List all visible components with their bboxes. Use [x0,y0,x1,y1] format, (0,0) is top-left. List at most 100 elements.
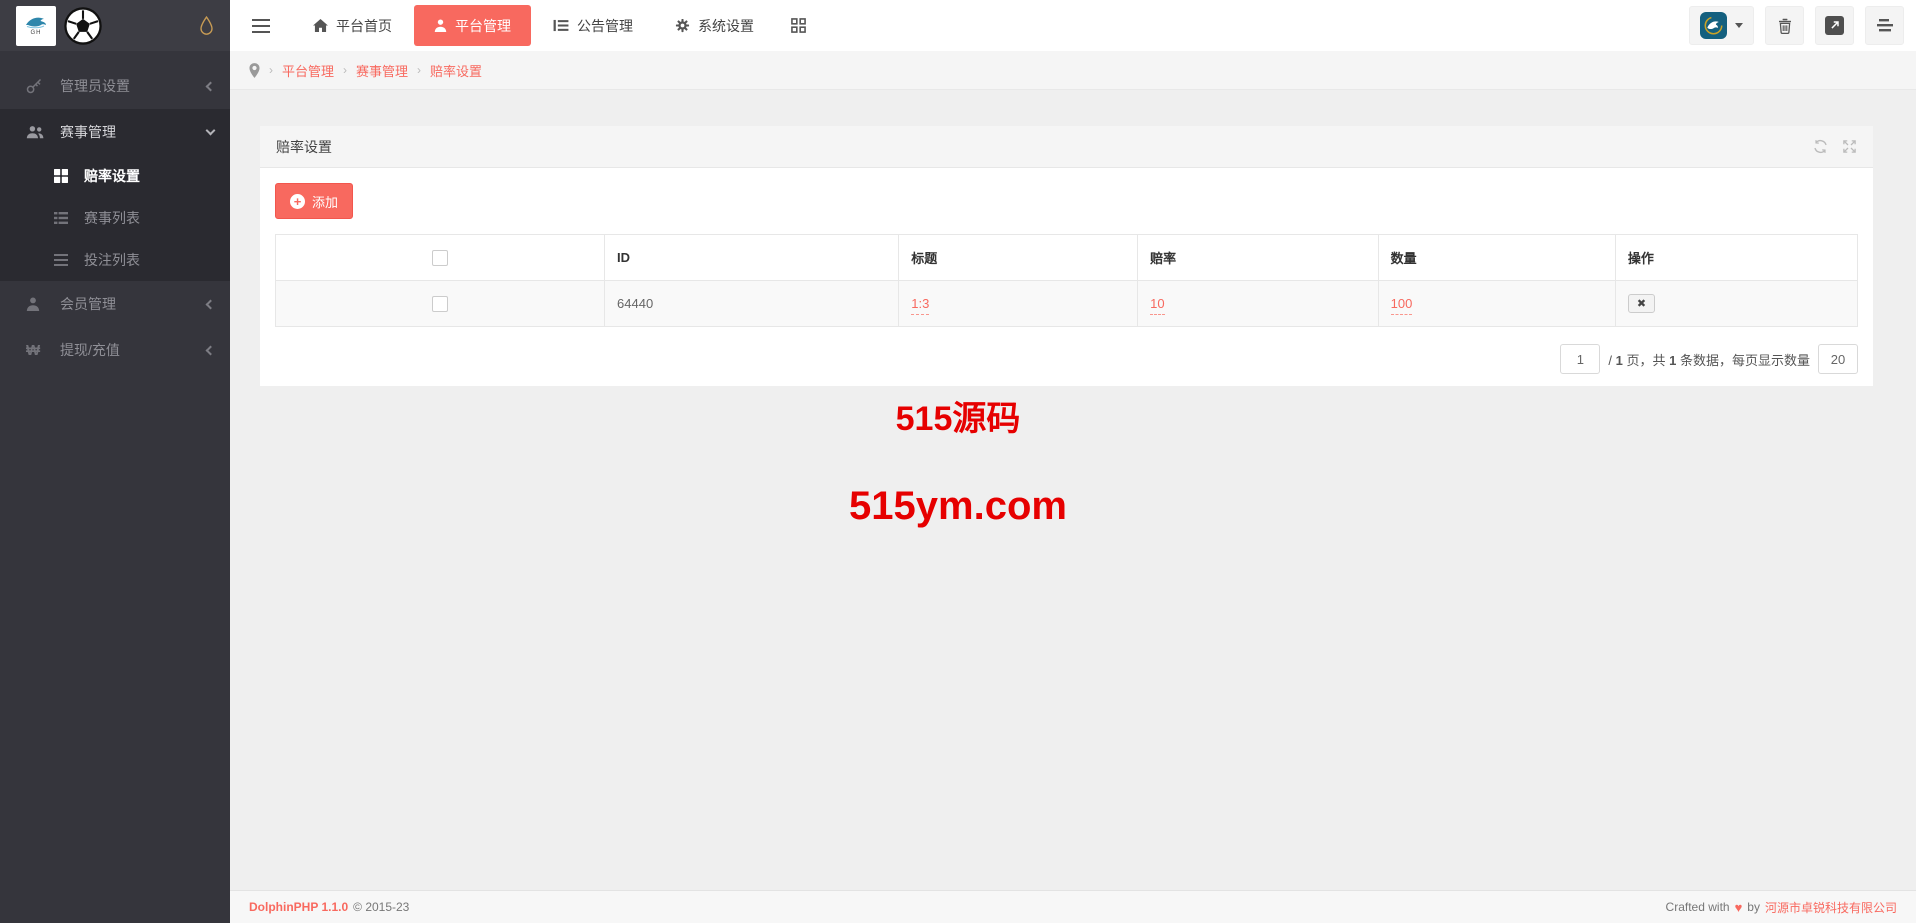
fullscreen-icon[interactable] [1842,139,1857,154]
card-body: + 添加 ID 标题 赔率 数量 [260,168,1873,386]
column-header-actions: 操作 [1614,234,1859,281]
tab-platform-home[interactable]: 平台首页 [293,5,412,46]
tab-announcement-management[interactable]: 公告管理 [533,5,653,46]
th-large-icon [54,169,84,183]
bars-icon [54,254,84,266]
trash-icon [1778,18,1791,34]
copyright-text: © 2015-23 [353,900,410,914]
chevron-left-icon [205,299,216,309]
external-link-icon [1825,16,1844,35]
key-icon [26,78,60,94]
page-number-input[interactable] [1560,344,1601,374]
theme-switcher-button[interactable] [1689,6,1754,45]
column-header-title: 标题 [898,234,1139,281]
sidebar-item-label: 赛事列表 [84,210,140,226]
sidebar-item-label: 赛事管理 [60,124,116,140]
table-row: 64440 1:3 10 100 ✖ [274,280,1859,327]
app-logo[interactable]: GH [16,5,56,46]
card-header: 赔率设置 [260,126,1873,168]
sidebar-item-match-management[interactable]: 赛事管理 [0,109,230,155]
users-icon [26,125,60,139]
chevron-down-icon [205,125,216,136]
soccer-ball-icon [64,6,102,45]
open-frontend-button[interactable] [1815,6,1854,45]
sidebar-header: GH [0,0,230,51]
sidebar-item-bet-list[interactable]: 投注列表 [0,239,230,281]
grid-menu-icon[interactable] [775,18,822,33]
sidebar-item-label: 会员管理 [60,296,116,312]
home-icon [313,19,328,32]
pagination: / 1 页，共 1 条数据，每页显示数量 [275,344,1858,374]
page-size-input[interactable] [1818,344,1858,374]
chevron-left-icon [205,345,216,355]
odds-table: ID 标题 赔率 数量 操作 64440 1:3 10 [274,234,1859,327]
plus-circle-icon: + [290,193,305,209]
sidebar-item-match-list[interactable]: 赛事列表 [0,197,230,239]
dolphin-theme-icon [1700,12,1727,39]
cell-odds-editable[interactable]: 10 [1150,296,1165,315]
sidebar-menu: 管理员设置 赛事管理 [0,51,230,373]
total-count: 1 [1669,352,1677,368]
cell-qty-editable[interactable]: 100 [1390,296,1413,315]
card-title: 赔率设置 [276,138,332,155]
user-icon [434,19,447,32]
log-list-button[interactable] [1865,6,1904,45]
dolphinphp-link[interactable]: DolphinPHP 1.1.0 [249,900,349,914]
card-tools [1813,139,1857,154]
column-header-odds: 赔率 [1137,234,1379,281]
list-alt-icon [553,19,569,32]
odds-settings-card: 赔率设置 [260,126,1873,386]
company-link[interactable]: 河源市卓锐科技有限公司 [1764,900,1897,915]
tab-label: 平台首页 [336,17,392,34]
column-header-id: ID [604,234,900,281]
tab-label: 平台管理 [455,17,511,34]
topbar: 平台首页 平台管理 公告管理 [230,0,1916,51]
by-text: by [1747,900,1760,914]
caret-down-icon [1735,23,1743,28]
breadcrumb-separator: › [417,63,422,77]
tab-label: 公告管理 [577,17,633,34]
user-icon [26,297,60,311]
droplet-icon[interactable] [199,16,214,35]
main-area: 平台首页 平台管理 公告管理 [230,0,1916,923]
sidebar-toggle-icon[interactable] [230,18,292,33]
sidebar-item-label: 投注列表 [84,252,140,268]
delete-row-button[interactable]: ✖ [1627,294,1656,313]
sidebar-item-label: 赔率设置 [84,168,140,184]
column-header-qty: 数量 [1377,234,1616,281]
logo-text: GH [30,30,42,36]
breadcrumb-separator: › [269,63,273,77]
gear-icon [675,18,690,33]
breadcrumb-link-match[interactable]: 赛事管理 [356,63,409,79]
pagination-text: / 1 页，共 1 条数据，每页显示数量 [1608,352,1810,368]
cell-title-editable[interactable]: 1:3 [911,296,930,315]
tab-platform-management[interactable]: 平台管理 [414,5,531,46]
breadcrumb-link-odds[interactable]: 赔率设置 [430,63,483,79]
sidebar-item-admin-settings[interactable]: 管理员设置 [0,63,230,109]
sidebar-item-label: 提现/充值 [60,342,120,358]
clear-cache-button[interactable] [1765,6,1804,45]
refresh-icon[interactable] [1813,139,1828,154]
tab-system-settings[interactable]: 系统设置 [655,5,774,46]
sidebar-item-withdraw-recharge[interactable]: ₩ 提现/充值 [0,327,230,373]
add-button-label: 添加 [312,194,339,210]
row-checkbox[interactable] [432,295,449,312]
breadcrumb-link-platform[interactable]: 平台管理 [282,63,335,79]
sidebar-item-label: 管理员设置 [60,78,130,94]
sidebar-item-odds-settings[interactable]: 赔率设置 [0,155,230,197]
add-button[interactable]: + 添加 [275,183,354,219]
total-pages: 1 [1615,352,1623,368]
sidebar: GH 管理员设置 [0,0,230,923]
select-all-checkbox[interactable] [432,249,449,266]
sidebar-item-member-management[interactable]: 会员管理 [0,281,230,327]
list-icon [1876,19,1893,32]
footer: DolphinPHP 1.1.0 © 2015-23 Crafted with … [230,890,1916,923]
table-header-row: ID 标题 赔率 数量 操作 [274,234,1859,281]
breadcrumb-separator: › [343,63,348,77]
breadcrumb: › 平台管理 › 赛事管理 › 赔率设置 [230,51,1916,90]
content-area: 赔率设置 [230,90,1916,890]
th-list-icon [54,212,84,224]
crafted-text: Crafted with [1665,900,1730,914]
map-marker-icon [249,62,260,78]
tab-label: 系统设置 [698,17,754,34]
